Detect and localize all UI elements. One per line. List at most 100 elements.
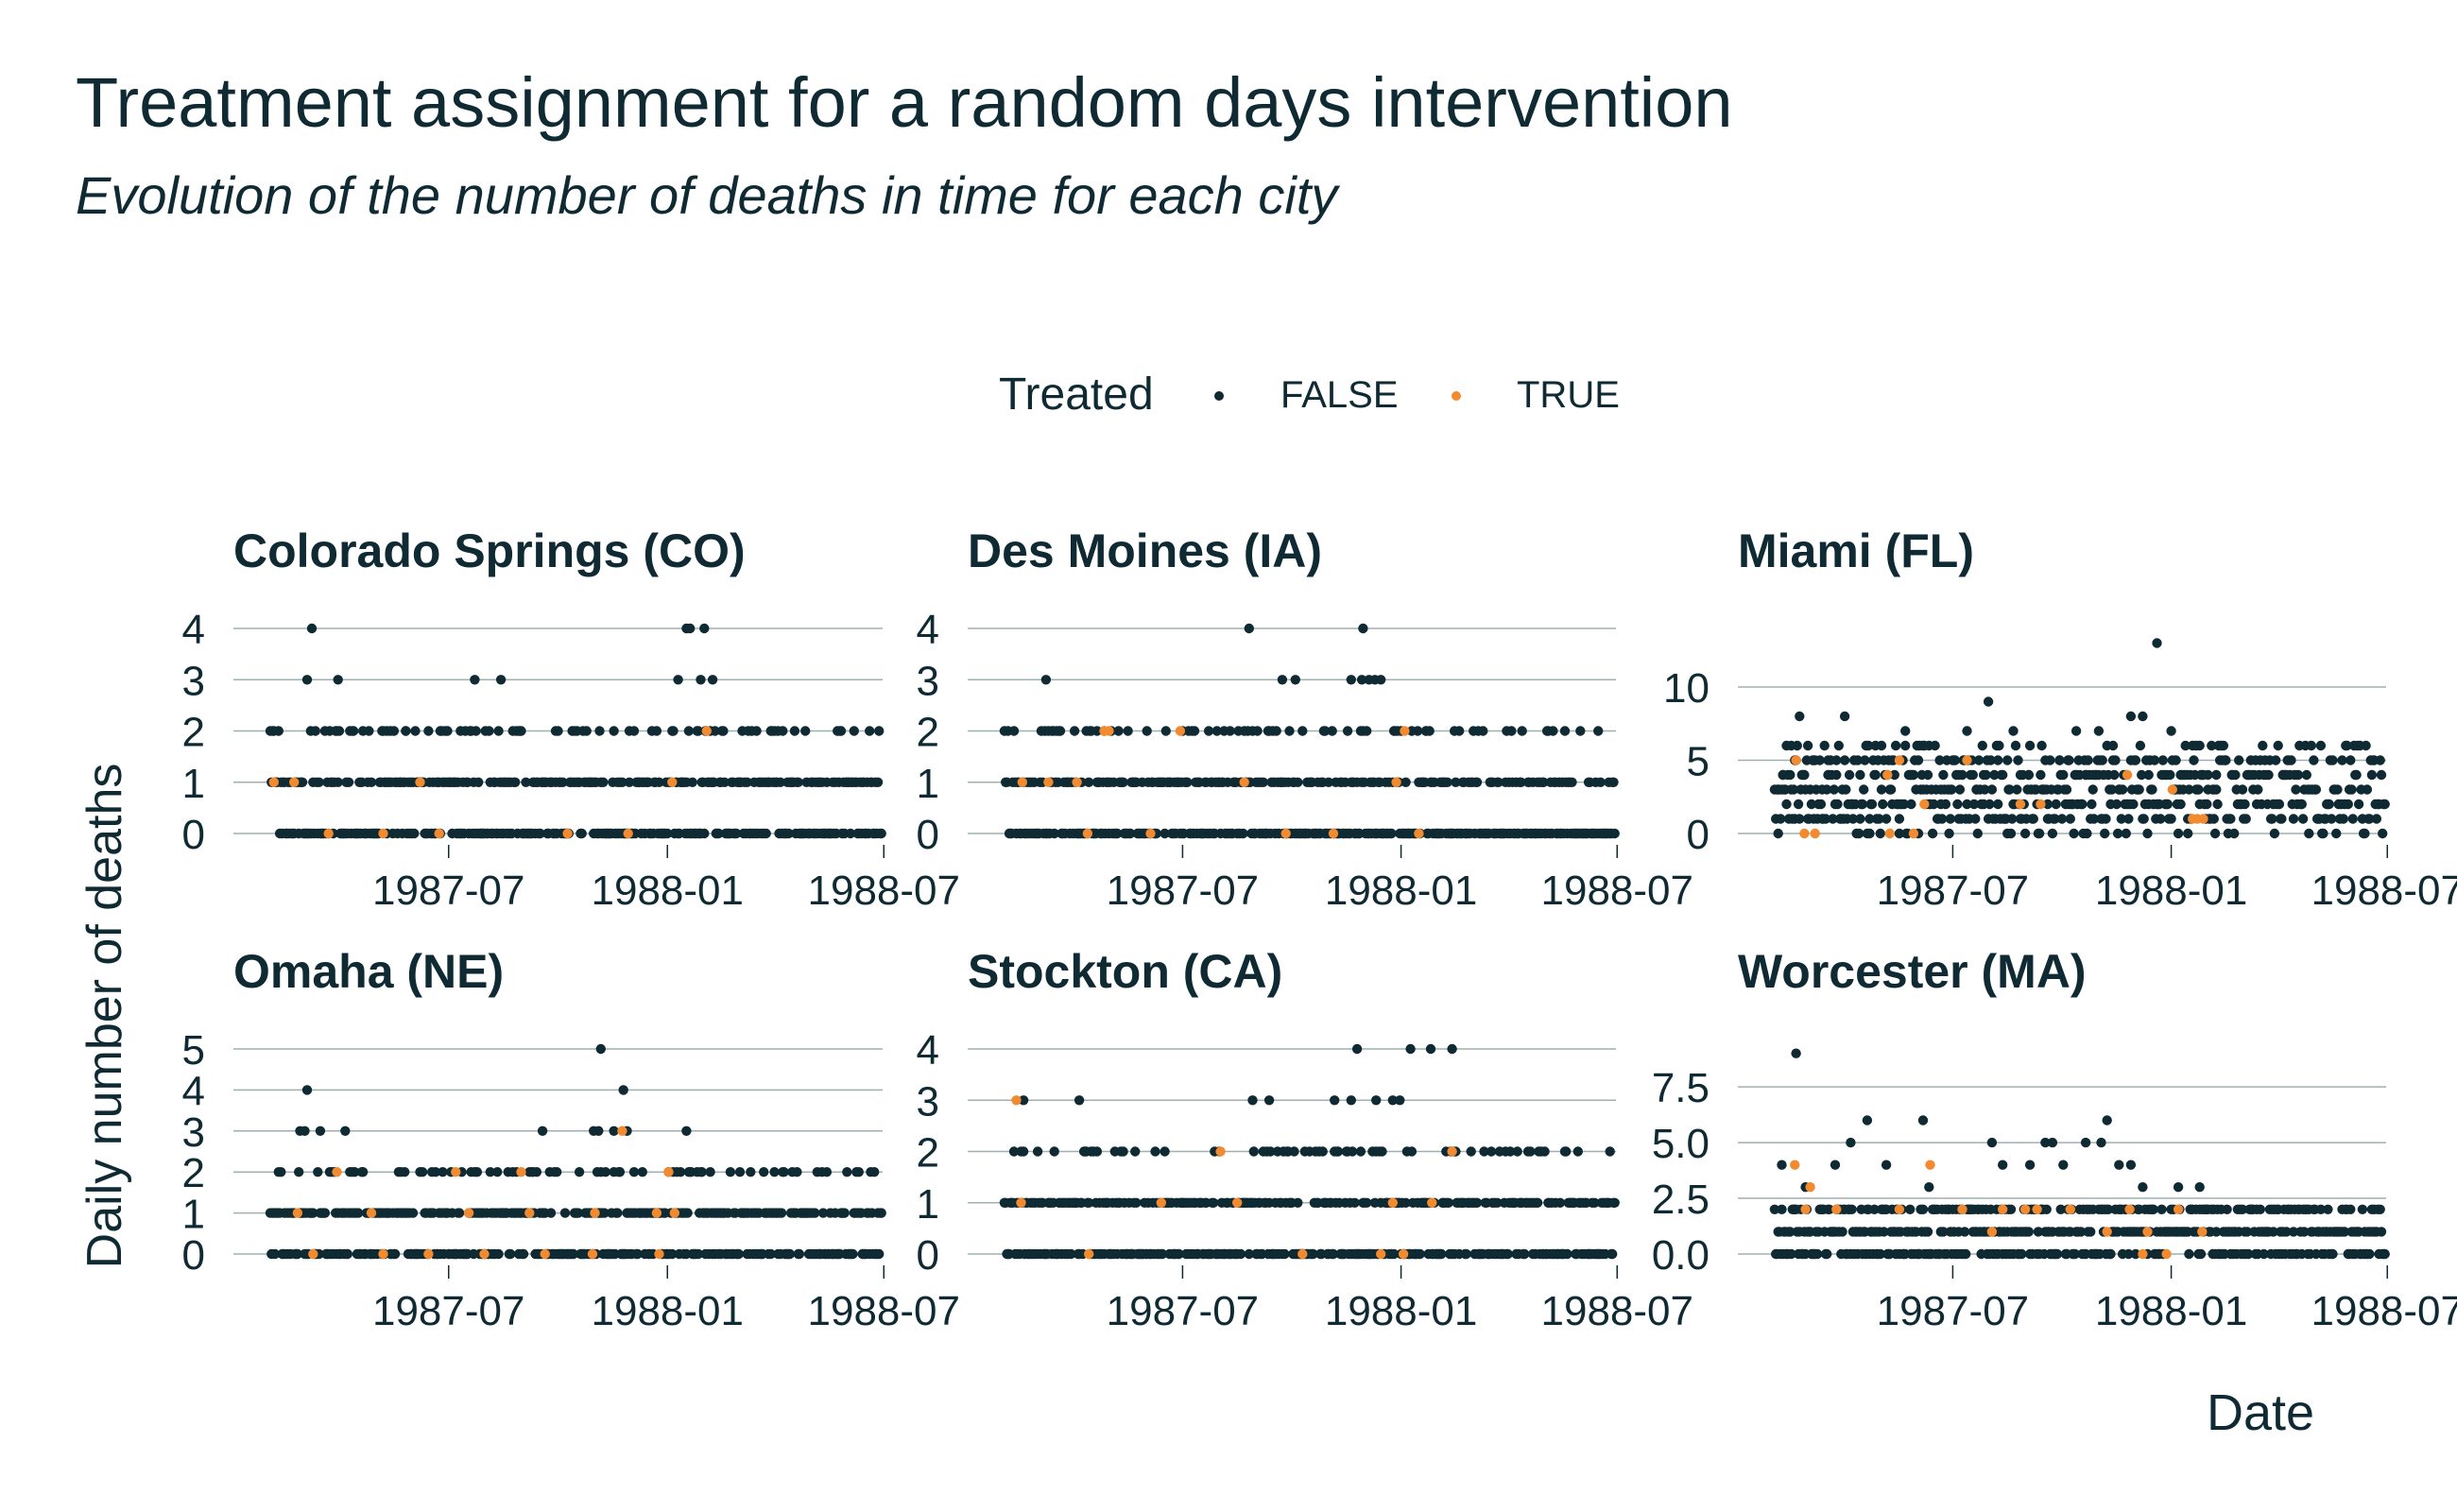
data-point-false (2152, 638, 2162, 648)
legend-label-false: FALSE (1280, 374, 1399, 416)
data-point-false (1130, 1146, 1141, 1157)
data-point-true (1400, 726, 1410, 736)
data-point-false (1084, 1197, 1094, 1209)
data-point-false (1846, 1137, 1856, 1148)
data-point-false (1118, 777, 1128, 787)
data-point-false (2041, 1204, 2052, 1215)
data-point-false (1881, 814, 1892, 824)
data-point-false (1284, 726, 1295, 736)
y-tick-label: 1 (182, 761, 205, 807)
data-point-false (2180, 740, 2191, 751)
data-point-false (2269, 828, 2280, 839)
x-tick-label: 1987-07 (1877, 1288, 2029, 1334)
data-point-true (1084, 1248, 1094, 1260)
data-point-true (2015, 799, 2026, 810)
y-axis-label: Daily number of deaths (77, 764, 132, 1269)
data-point-false (1572, 1146, 1584, 1157)
data-point-true (1427, 1197, 1437, 1209)
data-point-false (1436, 1248, 1447, 1260)
data-point-false (2173, 1182, 2184, 1193)
data-point-false (1822, 1248, 1832, 1260)
data-point-false (1860, 755, 1870, 765)
x-tick-label: 1988-07 (1541, 868, 1693, 914)
data-point-false (2306, 740, 2316, 751)
data-point-false (783, 828, 794, 839)
data-point-false (667, 1248, 678, 1260)
data-point-false (1258, 777, 1269, 787)
data-point-true (1011, 1095, 1022, 1106)
data-point-false (2357, 1204, 2368, 1215)
panel-title: Worcester (MA) (1738, 945, 2087, 998)
data-point-true (1387, 1197, 1399, 1209)
data-point-false (1174, 1248, 1184, 1260)
panel-title: Colorado Springs (CO) (233, 524, 746, 577)
data-point-false (1593, 726, 1604, 736)
y-tick-label: 3 (182, 658, 205, 704)
y-tick-label: 0 (917, 1232, 939, 1279)
data-point-false (2109, 769, 2120, 781)
facet-panel: Stockton (CA) 012 34 1987-07 1988-01 1988-07 (917, 945, 1693, 1334)
x-tick-label: 1988-01 (1325, 868, 1477, 914)
data-point-false (1869, 1204, 1880, 1215)
data-point-false (853, 1167, 864, 1177)
data-point-false (2166, 726, 2176, 736)
data-point-false (2343, 799, 2353, 810)
data-point-true (1986, 1227, 1998, 1237)
data-point-false (1084, 777, 1094, 787)
data-point-false (2347, 814, 2358, 824)
data-point-false (2064, 799, 2074, 810)
data-point-false (1323, 777, 1334, 787)
data-point-false (734, 1167, 746, 1177)
data-point-true (1175, 726, 1186, 736)
y-tick-label: 2 (917, 710, 939, 756)
data-point-false (2211, 784, 2222, 795)
data-point-false (1899, 799, 1910, 810)
data-point-false (1538, 777, 1549, 787)
data-point-false (1589, 1197, 1600, 1209)
data-point-false (2207, 740, 2217, 751)
data-point-false (1824, 1204, 1834, 1215)
data-point-false (2195, 1248, 2207, 1260)
data-point-false (2080, 1137, 2091, 1148)
data-point-false (308, 1208, 318, 1218)
data-point-false (1885, 784, 1897, 795)
data-point-false (1830, 1160, 1841, 1170)
data-point-false (1989, 769, 2000, 781)
data-point-false (485, 1167, 495, 1177)
data-point-false (382, 726, 392, 736)
data-point-false (2013, 755, 2023, 765)
data-point-false (581, 726, 592, 736)
data-point-false (2036, 784, 2047, 795)
data-point-false (470, 675, 480, 685)
data-point-false (874, 726, 885, 736)
data-point-false (1875, 828, 1886, 839)
data-point-false (2327, 814, 2337, 824)
data-point-false (1864, 814, 1875, 824)
data-point-false (1855, 769, 1865, 781)
points (999, 1043, 1620, 1260)
data-point-false (1778, 769, 1788, 781)
data-point-false (792, 1167, 802, 1177)
x-tick-label: 1987-07 (372, 1288, 524, 1334)
data-point-true (1800, 1204, 1811, 1215)
data-point-true (667, 777, 678, 787)
data-point-false (687, 777, 697, 787)
data-point-true (1016, 1197, 1026, 1209)
data-point-false (1142, 726, 1152, 736)
data-point-false (1425, 1043, 1436, 1055)
data-point-false (2353, 799, 2364, 810)
data-point-false (2339, 1227, 2350, 1237)
data-point-false (1447, 1043, 1457, 1055)
data-point-false (1113, 726, 1124, 736)
data-point-false (510, 777, 521, 787)
data-point-false (719, 777, 730, 787)
data-point-false (2012, 784, 2022, 795)
data-point-false (1608, 777, 1619, 787)
data-point-false (409, 828, 420, 839)
data-point-false (558, 777, 568, 787)
y-tick-label: 5 (182, 1027, 205, 1074)
data-point-true (1376, 1248, 1386, 1260)
data-point-false (2055, 1204, 2066, 1215)
data-point-false (1795, 711, 1805, 722)
data-point-false (776, 1208, 787, 1218)
